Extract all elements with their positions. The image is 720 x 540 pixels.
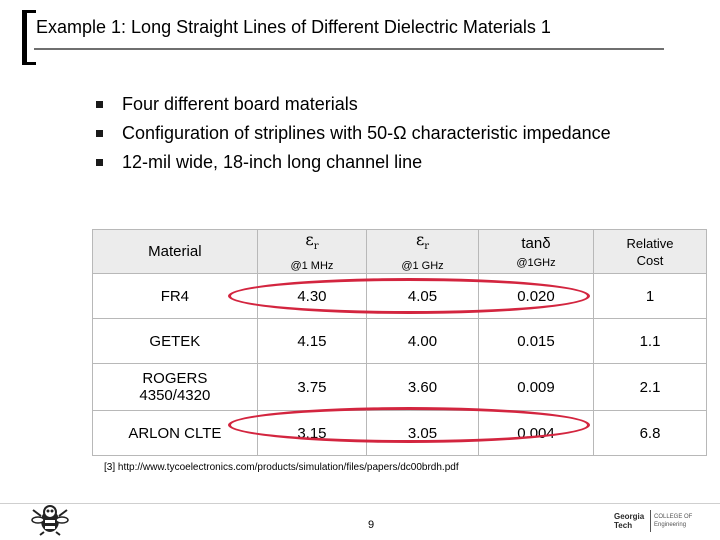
bullet-list: Four different board materials Configura… [96, 90, 611, 177]
title-underline [34, 48, 664, 50]
title-bracket [22, 10, 36, 65]
highlight-ellipse-bottom [228, 407, 590, 443]
table-row: ROGERS 4350/4320 3.75 3.60 0.009 2.1 [92, 363, 707, 411]
header-material: Material [92, 229, 258, 274]
table-header-row: Material εr @1 MHz εr @1 GHz tanδ @1GHz … [92, 229, 707, 274]
cell-material: ROGERS 4350/4320 [92, 363, 258, 411]
cell-tand: 0.015 [477, 318, 595, 364]
bullet-item: Configuration of striplines with 50-Ω ch… [96, 119, 611, 148]
reference-footnote: [3] http://www.tycoelectronics.com/produ… [104, 462, 459, 473]
cell-material: GETEK [92, 318, 258, 364]
table-row: GETEK 4.15 4.00 0.015 1.1 [92, 318, 707, 364]
highlight-ellipse-top [228, 278, 590, 314]
cell-material: ARLON CLTE [92, 410, 258, 456]
square-bullet-icon [96, 130, 103, 137]
bullet-item: Four different board materials [96, 90, 611, 119]
header-relative-cost: Relative Cost [593, 229, 707, 274]
georgia-tech-logo: Georgia Tech COLLEGE OF Engineering [614, 510, 693, 532]
header-er-1mhz: εr @1 MHz [256, 229, 368, 274]
header-tand: tanδ @1GHz [477, 229, 595, 274]
page-number: 9 [368, 519, 375, 531]
square-bullet-icon [96, 101, 103, 108]
cell-cost: 6.8 [593, 410, 707, 456]
header-er-1ghz: εr @1 GHz [366, 229, 479, 274]
cell-er-1ghz: 3.60 [366, 363, 479, 411]
buzz-mascot-icon [31, 505, 69, 536]
cell-er-1mhz: 3.75 [256, 363, 368, 411]
footer-divider [0, 503, 720, 504]
square-bullet-icon [96, 159, 103, 166]
bullet-item: 12-mil wide, 18-inch long channel line [96, 148, 611, 177]
cell-cost: 2.1 [593, 363, 707, 411]
cell-er-1mhz: 4.15 [256, 318, 368, 364]
cell-cost: 1.1 [593, 318, 707, 364]
cell-tand: 0.009 [477, 363, 595, 411]
slide-title: Example 1: Long Straight Lines of Differ… [36, 17, 551, 37]
cell-cost: 1 [593, 273, 707, 319]
cell-er-1ghz: 4.00 [366, 318, 479, 364]
